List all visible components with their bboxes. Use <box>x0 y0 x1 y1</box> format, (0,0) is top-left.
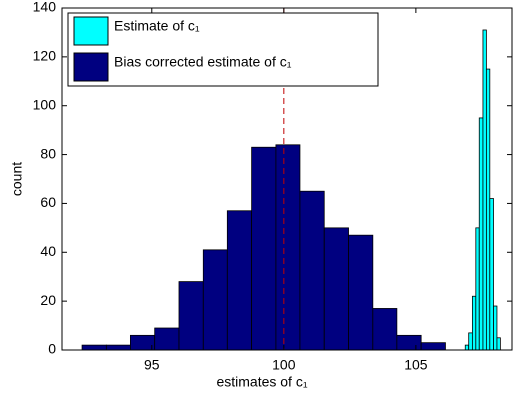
bar <box>493 305 498 351</box>
bar <box>372 308 398 351</box>
y-tick-label: 20 <box>40 292 56 308</box>
bar <box>482 29 487 351</box>
legend-box <box>67 12 379 87</box>
y-tick-label: 120 <box>33 48 57 64</box>
legend-label: Bias corrected estimate of c₁ <box>114 54 292 70</box>
x-axis-label: estimates of c₁ <box>216 374 307 390</box>
x-tick-label: 100 <box>272 357 296 373</box>
bar <box>464 344 470 351</box>
bar <box>154 327 180 351</box>
bar <box>348 234 374 351</box>
bar <box>105 344 131 351</box>
bar <box>471 295 477 351</box>
bar <box>299 190 325 351</box>
bar <box>468 332 473 351</box>
y-tick-label: 60 <box>40 194 56 210</box>
bar <box>489 198 494 351</box>
bar <box>129 334 156 351</box>
bar <box>496 337 501 351</box>
y-axis-label: count <box>9 162 25 196</box>
legend-swatch <box>73 52 109 82</box>
y-tick-label: 140 <box>33 0 57 15</box>
bar <box>475 227 480 351</box>
x-tick-label: 105 <box>404 357 428 373</box>
bar <box>251 146 277 351</box>
bar <box>178 281 204 351</box>
bar <box>478 117 484 351</box>
y-tick-label: 100 <box>33 96 57 112</box>
bar <box>420 342 446 351</box>
axes-box <box>61 7 513 351</box>
bar <box>226 210 253 351</box>
bar <box>396 334 422 351</box>
legend-swatch <box>73 16 109 46</box>
legend-label: Estimate of c₁ <box>114 18 200 34</box>
x-tick-label: 95 <box>144 357 160 373</box>
bar <box>275 144 301 351</box>
y-tick-label: 0 <box>48 341 56 357</box>
bar <box>202 249 228 351</box>
y-tick-label: 40 <box>40 243 56 259</box>
bar <box>323 227 349 351</box>
y-tick-label: 80 <box>40 145 56 161</box>
bar <box>81 344 107 351</box>
bar <box>485 68 491 351</box>
